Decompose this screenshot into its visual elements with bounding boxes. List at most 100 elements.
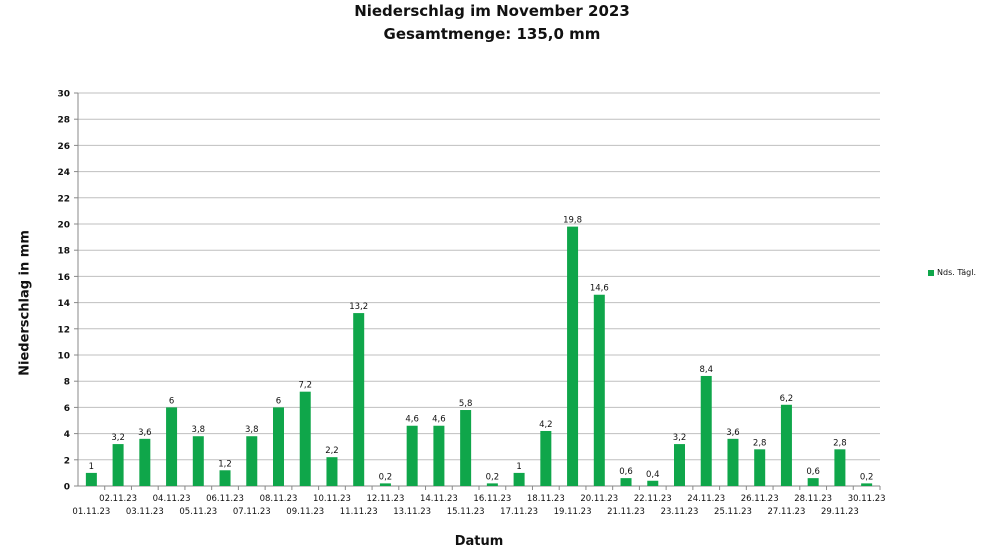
bar — [246, 436, 258, 486]
bar — [326, 457, 338, 486]
x-tick-label: 06.11.23 — [206, 494, 244, 504]
bar — [112, 444, 124, 486]
bar — [219, 470, 231, 486]
x-tick-label: 21.11.23 — [607, 507, 645, 517]
bar — [754, 449, 766, 486]
y-tick-label: 6 — [64, 404, 70, 414]
bar — [780, 404, 792, 486]
data-label: 2,8 — [833, 438, 847, 448]
x-tick-label: 04.11.23 — [153, 494, 191, 504]
x-tick-label: 28.11.23 — [794, 494, 832, 504]
data-label: 14,6 — [590, 284, 609, 294]
bar — [567, 226, 579, 486]
x-tick-label: 15.11.23 — [447, 507, 485, 517]
bar — [406, 425, 418, 486]
legend: Nds. Tägl. — [928, 268, 976, 277]
y-tick-label: 28 — [57, 116, 70, 126]
data-label: 6 — [169, 396, 174, 406]
y-tick-label: 12 — [57, 325, 70, 335]
x-tick-label: 16.11.23 — [473, 494, 511, 504]
bar — [353, 313, 365, 486]
data-label: 4,2 — [539, 420, 553, 430]
x-tick-label: 22.11.23 — [634, 494, 672, 504]
data-label: 19,8 — [563, 216, 582, 226]
bar — [192, 436, 204, 486]
data-label: 0,4 — [646, 470, 660, 480]
x-tick-label: 12.11.23 — [367, 494, 405, 504]
data-label: 3,2 — [111, 433, 125, 443]
data-label: 13,2 — [349, 302, 368, 312]
x-axis-label: Datum — [454, 534, 504, 549]
x-tick-label: 02.11.23 — [99, 494, 137, 504]
bar — [513, 472, 525, 486]
x-tick-label: 03.11.23 — [126, 507, 164, 517]
data-label: 3,8 — [192, 425, 206, 435]
bar — [460, 410, 472, 486]
y-tick-label: 22 — [57, 194, 70, 204]
data-label: 1,2 — [218, 459, 232, 469]
legend-label: Nds. Tägl. — [937, 268, 977, 277]
x-tick-label: 08.11.23 — [260, 494, 298, 504]
x-tick-label: 09.11.23 — [286, 507, 324, 517]
data-label: 7,2 — [298, 381, 312, 391]
x-tick-label: 29.11.23 — [821, 507, 859, 517]
data-label: 3,8 — [245, 425, 259, 435]
data-label: 1 — [516, 462, 521, 472]
x-tick-label: 24.11.23 — [687, 494, 725, 504]
bar — [486, 483, 498, 486]
bar — [273, 407, 284, 486]
data-label: 0,2 — [860, 472, 874, 482]
x-tick-label: 19.11.23 — [554, 507, 592, 517]
bar — [647, 480, 659, 486]
x-tick-label: 01.11.23 — [72, 507, 110, 517]
y-tick-label: 16 — [57, 273, 70, 283]
data-label: 0,2 — [486, 472, 500, 482]
x-tick-label: 13.11.23 — [393, 507, 431, 517]
data-label: 8,4 — [699, 365, 713, 375]
chart-title: Niederschlag im November 2023 — [354, 2, 630, 20]
bar — [674, 444, 685, 486]
legend-swatch — [928, 269, 934, 276]
bar — [593, 294, 605, 486]
bar — [620, 478, 632, 486]
y-tick-label: 2 — [64, 456, 70, 466]
data-label: 3,2 — [673, 433, 687, 443]
y-tick-label: 30 — [57, 90, 70, 100]
bar — [727, 438, 739, 486]
x-tick-label: 18.11.23 — [527, 494, 565, 504]
y-tick-label: 26 — [57, 142, 70, 152]
x-tick-label: 25.11.23 — [714, 507, 752, 517]
data-label: 6 — [276, 396, 281, 406]
bar — [807, 478, 819, 486]
y-tick-label: 18 — [57, 247, 70, 257]
bar — [166, 407, 178, 486]
x-tick-label: 23.11.23 — [661, 507, 699, 517]
x-tick-label: 20.11.23 — [580, 494, 618, 504]
bar — [540, 430, 552, 486]
data-label: 0,2 — [379, 472, 393, 482]
bar — [379, 483, 391, 486]
data-label: 3,6 — [138, 428, 152, 438]
y-tick-label: 0 — [64, 483, 70, 493]
y-tick-label: 24 — [57, 168, 70, 178]
y-tick-label: 20 — [57, 221, 70, 231]
bar — [834, 449, 846, 486]
x-tick-label: 26.11.23 — [741, 494, 779, 504]
x-tick-label: 11.11.23 — [340, 507, 378, 517]
x-tick-label: 07.11.23 — [233, 507, 271, 517]
data-label: 5,8 — [459, 399, 473, 409]
bar — [85, 472, 97, 486]
y-tick-label: 10 — [57, 352, 70, 362]
y-tick-label: 8 — [64, 378, 70, 388]
bar — [433, 425, 445, 486]
bar — [861, 483, 873, 486]
data-label: 4,6 — [405, 415, 419, 425]
data-label: 0,6 — [806, 467, 820, 477]
data-label: 3,6 — [726, 428, 740, 438]
bar — [299, 391, 311, 486]
x-tick-label: 27.11.23 — [768, 507, 806, 517]
data-label: 4,6 — [432, 415, 446, 425]
bar — [139, 438, 151, 486]
y-tick-label: 4 — [64, 430, 70, 440]
